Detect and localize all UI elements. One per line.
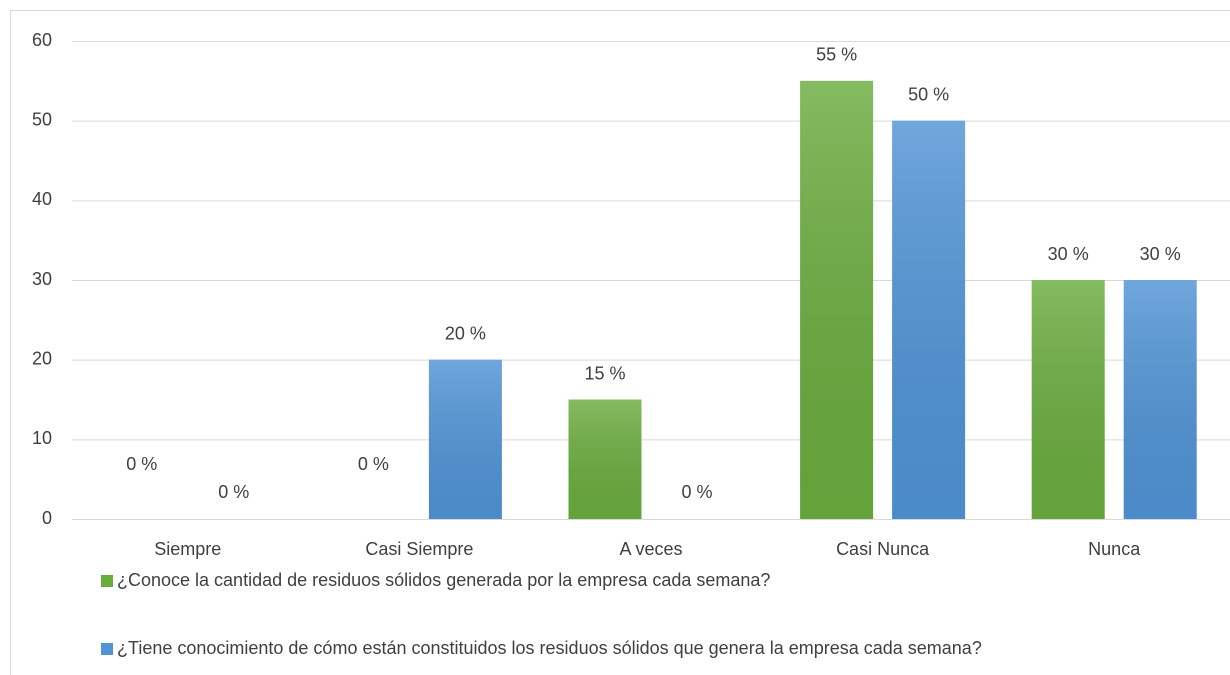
x-tick-label: Nunca bbox=[1088, 539, 1141, 559]
bar-shine bbox=[1031, 280, 1105, 519]
value-label: 0 % bbox=[681, 482, 712, 502]
bar-shine bbox=[800, 80, 874, 519]
y-tick-label: 60 bbox=[32, 30, 52, 50]
value-label: 20 % bbox=[445, 323, 486, 343]
chart-border bbox=[10, 10, 1230, 675]
y-tick-label: 50 bbox=[32, 109, 52, 129]
legend-swatch bbox=[101, 643, 113, 655]
x-tick-label: A veces bbox=[619, 539, 682, 559]
value-label: 50 % bbox=[908, 84, 949, 104]
legend-label: ¿Tiene conocimiento de cómo están consti… bbox=[117, 638, 982, 658]
value-label: 0 % bbox=[126, 454, 157, 474]
value-label: 55 % bbox=[816, 45, 857, 65]
bar-shine bbox=[892, 120, 966, 520]
value-label: 0 % bbox=[218, 482, 249, 502]
value-label: 30 % bbox=[1048, 244, 1089, 264]
bar-shine bbox=[568, 399, 642, 519]
y-tick-label: 30 bbox=[32, 269, 52, 289]
bar-shine bbox=[1123, 280, 1197, 519]
value-label: 30 % bbox=[1140, 244, 1181, 264]
y-tick-label: 0 bbox=[42, 508, 52, 528]
value-label: 15 % bbox=[584, 363, 625, 383]
bar-shine bbox=[428, 359, 502, 519]
y-tick-label: 20 bbox=[32, 348, 52, 368]
value-label: 0 % bbox=[358, 454, 389, 474]
y-tick-label: 40 bbox=[32, 189, 52, 209]
x-tick-label: Siempre bbox=[154, 539, 221, 559]
legend-swatch bbox=[101, 575, 113, 587]
y-tick-label: 10 bbox=[32, 428, 52, 448]
x-tick-label: Casi Siempre bbox=[365, 539, 473, 559]
x-tick-label: Casi Nunca bbox=[836, 539, 930, 559]
legend-label: ¿Conoce la cantidad de residuos sólidos … bbox=[117, 570, 770, 590]
